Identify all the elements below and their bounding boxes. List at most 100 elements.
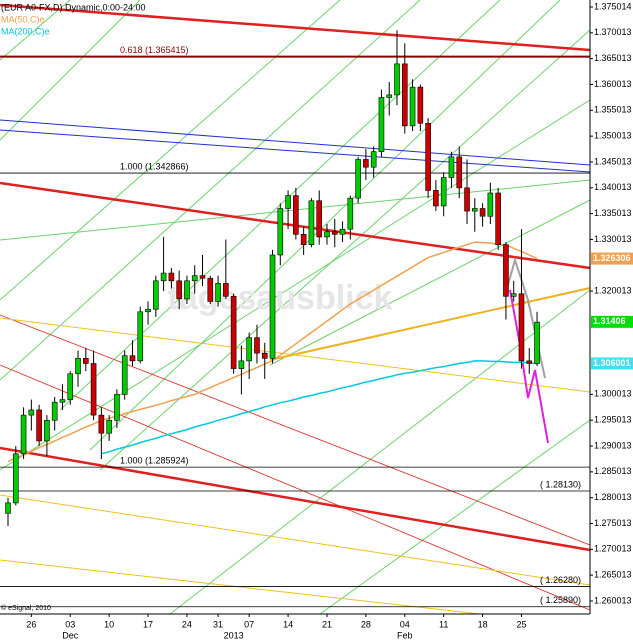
candle-body: [129, 355, 136, 362]
moving-average: [101, 360, 538, 455]
levels: 0.618 (1.365415) 1.000 (1.342866) 1.000 (1…: [0, 45, 590, 608]
x-tick-label: 31: [213, 619, 223, 629]
chart-title: (EUR A0-FX,D) Dynamic,0:00-24:00: [1, 2, 146, 12]
candle-body: [44, 419, 50, 442]
candles: [5, 30, 540, 527]
candle-body: [518, 293, 525, 362]
candle-body: [487, 192, 494, 217]
axes: 1.375014 1.370013 1.365013 1.360013 1.355013…: [26, 1, 633, 640]
candle-body: [293, 195, 299, 235]
candle-body: [316, 200, 323, 238]
candle-body: [5, 502, 11, 514]
candle-body: [324, 231, 330, 238]
value-marker: [591, 315, 633, 328]
candle-body: [510, 293, 517, 297]
y-tick-label: 1.360013: [594, 79, 632, 89]
x-tick-label: 04: [400, 619, 410, 629]
y-tick-label: 1.330013: [594, 234, 632, 244]
candle-body: [425, 122, 431, 191]
candle-body: [191, 275, 198, 282]
candle-body: [215, 283, 221, 302]
candle-body: [137, 311, 144, 362]
candle-body: [339, 228, 346, 235]
candle-body: [370, 151, 377, 168]
candle-body: [75, 357, 81, 375]
candle-body: [285, 195, 291, 209]
candle-body: [456, 156, 463, 189]
x-tick-label: 11: [439, 619, 448, 629]
candle-body: [526, 360, 533, 364]
x-period-label: Dec: [62, 630, 79, 640]
candle-body: [433, 190, 439, 207]
value-marker: [591, 252, 633, 265]
y-tick-label: 1.285013: [594, 466, 632, 476]
value-marker-label: 1.306001: [593, 358, 631, 368]
candle-body: [51, 401, 58, 421]
y-tick-label: 1.260013: [594, 595, 632, 605]
level-label: ( 1.28130): [540, 479, 581, 489]
candle-body: [36, 409, 42, 442]
candle-body: [254, 337, 260, 354]
y-tick-label: 1.350013: [594, 131, 632, 141]
candle-body: [207, 277, 214, 302]
candle-body: [269, 254, 276, 359]
y-tick-label: 1.280013: [594, 492, 632, 502]
candle-body: [355, 159, 361, 199]
candle-body: [464, 187, 470, 212]
candle-body: [347, 197, 354, 230]
y-tick-label: 1.340013: [594, 182, 632, 192]
candle-body: [300, 234, 307, 245]
candle-body: [184, 280, 190, 300]
level-label: 0.618 (1.365415): [120, 45, 189, 55]
y-tick-label: 1.290013: [594, 440, 632, 450]
candle-body: [495, 192, 501, 245]
candle-body: [121, 355, 128, 395]
level-label: ( 1.25890): [540, 595, 581, 605]
candle-body: [106, 419, 112, 434]
candle-body: [363, 159, 369, 168]
y-tick-label: 1.300013: [594, 389, 632, 399]
y-tick-label: 1.375014: [594, 1, 632, 11]
candle-body: [114, 394, 120, 421]
x-tick-label: 21: [322, 619, 332, 629]
x-tick-label: 07: [244, 619, 254, 629]
candle-body: [59, 399, 66, 403]
x-tick-label: 28: [361, 619, 371, 629]
x-tick-label: 24: [182, 619, 192, 629]
y-tick-label: 1.365013: [594, 53, 632, 63]
level-label: 1.000 (1.342866): [120, 161, 189, 171]
candle-body: [98, 414, 105, 434]
level-label: 1.000 (1.285924): [120, 456, 189, 466]
candle-body: [145, 308, 151, 313]
legend-entry: MA(200,C)e: [1, 26, 50, 36]
candle-body: [471, 208, 478, 212]
candle-body: [12, 453, 19, 504]
candle-body: [28, 409, 35, 416]
value-marker: [591, 357, 633, 370]
x-tick-label: 17: [143, 619, 153, 629]
watermark: tagesausblick: [168, 279, 393, 317]
candle-body: [409, 86, 416, 127]
candle-body: [479, 208, 486, 217]
level-label: ( 1.26280): [540, 575, 581, 585]
candle-body: [20, 414, 27, 455]
y-tick-label: 1.265013: [594, 570, 632, 580]
candle-body: [153, 280, 159, 310]
y-tick-label: 1.345013: [594, 156, 632, 166]
candle-body: [67, 373, 74, 400]
candle-body: [223, 283, 229, 297]
value-marker-label: 1.326306: [593, 253, 631, 263]
candle-body: [83, 357, 89, 364]
y-tick-label: 1.275013: [594, 518, 632, 528]
x-tick-label: 25: [516, 619, 526, 629]
x-tick-label: 10: [104, 619, 114, 629]
candle-body: [440, 177, 447, 207]
candle-body: [503, 244, 509, 297]
candle-body: [230, 296, 237, 369]
copyright: © eSignal, 2010: [1, 604, 51, 612]
candle-body: [394, 63, 400, 96]
x-tick-label: 03: [65, 619, 75, 629]
x-tick-label: 26: [26, 619, 36, 629]
